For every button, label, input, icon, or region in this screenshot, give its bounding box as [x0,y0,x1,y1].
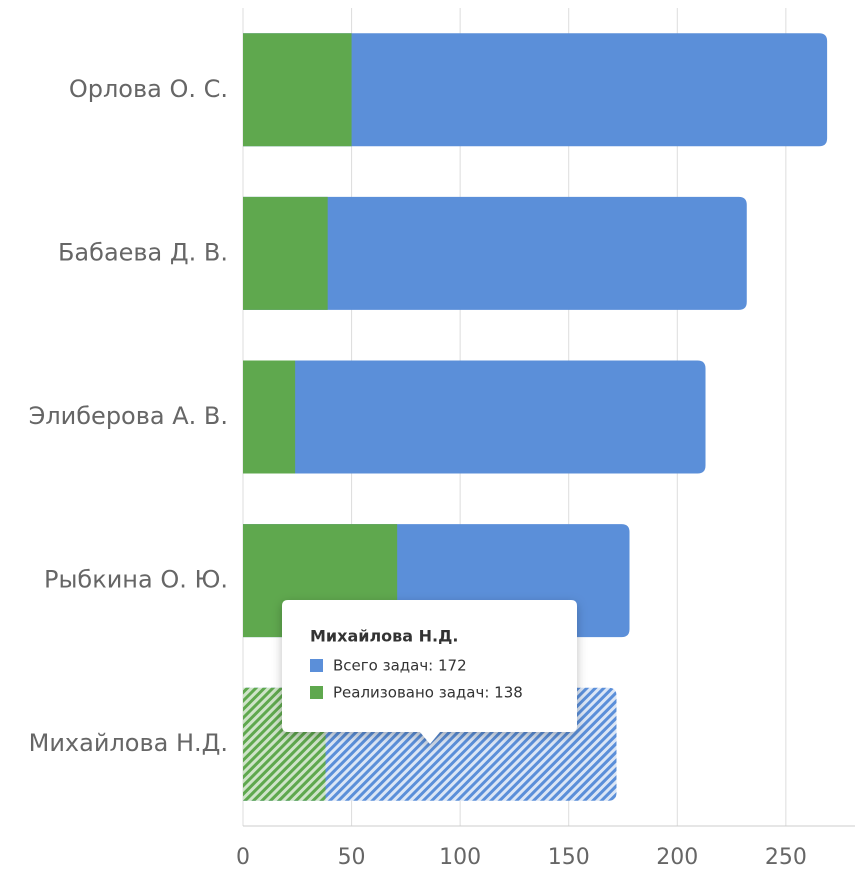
tooltip-item: Всего задач: 172 [333,657,467,675]
x-tick-label: 100 [439,845,481,870]
bar [243,33,828,147]
y-tick-label: Орлова О. С. [69,75,228,103]
bar [243,196,747,310]
bar [243,360,706,474]
tooltip-swatch [310,686,323,699]
tooltip-title: Михайлова Н.Д. [310,627,458,646]
bar [243,360,296,474]
y-tick-label: Михайлова Н.Д. [29,729,228,757]
bar [243,196,328,310]
tooltip: Михайлова Н.Д. Всего задач: 172 Реализов… [282,600,577,744]
tooltip-box [282,600,577,744]
x-tick-label: 200 [656,845,698,870]
y-tick-label: Рыбкина О. Ю. [44,566,228,594]
x-tick-label: 250 [765,845,807,870]
x-tick-label: 50 [338,845,366,870]
y-tick-label: Элиберова А. В. [29,402,228,430]
y-tick-label: Бабаева Д. В. [58,238,228,266]
tooltip-swatch [310,659,323,672]
bar [243,33,352,147]
tooltip-item: Реализовано задач: 138 [333,684,523,702]
x-tick-label: 0 [236,845,250,870]
x-tick-label: 150 [548,845,590,870]
